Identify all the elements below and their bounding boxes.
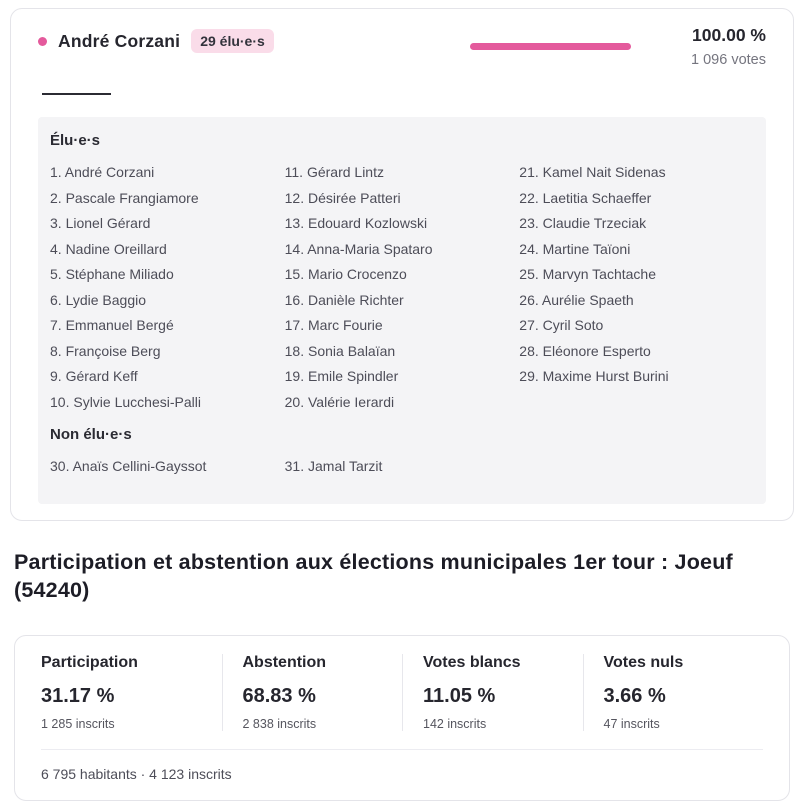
name-column: 30. Anaïs Cellini-Gayssot (50, 458, 285, 484)
stat-label: Abstention (242, 653, 327, 671)
elected-group-label: Élu·e·s (50, 132, 101, 149)
stat-label: Votes blancs (423, 653, 521, 671)
name-column: 1. André Corzani 2. Pascale Frangiamore 3.… (50, 164, 285, 419)
participation-stats-grid: Participation 31.17 % 1 285 inscrits Absten… (41, 653, 764, 731)
candidate-list-item: 22. Laetitia Schaeffer (519, 189, 652, 206)
stat-detail: 1 285 inscrits (41, 716, 115, 731)
name-column: 21. Kamel Nait Sidenas 22. Laetitia Schae… (519, 164, 754, 419)
candidate-list-item: 21. Kamel Nait Sidenas (519, 164, 666, 180)
candidate-list-item: 20. Valérie Ierardi (284, 393, 395, 410)
stat-detail: 47 inscrits (603, 716, 660, 731)
candidate-list-item: 9. Gérard Keff (50, 368, 138, 384)
candidate-list-item: 23. Claudie Trzeciak (519, 215, 647, 231)
vote-share-bar (470, 43, 631, 50)
candidate-list-item: 12. Désirée Patteri (284, 189, 401, 206)
vote-result-block: 100.00 % 1 096 votes (691, 25, 766, 68)
candidate-list-item: 3. Lionel Gérard (50, 215, 151, 231)
candidate-list-item: 26. Aurélie Spaeth (519, 291, 634, 308)
not-elected-group-label: Non élu·e·s (50, 426, 132, 443)
candidate-color-dot-icon (38, 36, 47, 46)
candidate-list-item: 17. Marc Fourie (284, 317, 383, 333)
candidate-list-item: 16. Danièle Richter (284, 291, 404, 308)
candidate-list-item: 25. Marvyn Tachtache (519, 266, 656, 282)
stat-detail: 142 inscrits (423, 716, 487, 731)
candidate-list-item: 18. Sonia Balaïan (284, 342, 396, 359)
stat-value: 31.17 % (41, 684, 115, 707)
participation-stats-card: Participation 31.17 % 1 285 inscrits Absten… (14, 634, 790, 801)
stat-cell-participation: Participation 31.17 % 1 285 inscrits (41, 654, 222, 731)
elected-count-badge: 29 élu·e·s (191, 29, 274, 53)
candidate-identity: André Corzani 29 élu·e·s (38, 25, 274, 53)
candidate-list-item: 10. Sylvie Lucchesi-Palli (50, 393, 201, 410)
candidate-card-header: André Corzani 29 élu·e·s 100.00 % 1 096 … (38, 25, 766, 81)
participation-heading: Participation et abstention aux élection… (14, 549, 733, 602)
stat-value: 68.83 % (242, 684, 316, 707)
stats-footer-divider (41, 748, 763, 750)
candidate-list-item: 30. Anaïs Cellini-Gayssot (50, 458, 207, 474)
name-column: 31. Jamal Tarzit (285, 458, 520, 484)
candidate-list-item: 14. Anna-Maria Spataro (284, 240, 433, 257)
candidate-list-item: 31. Jamal Tarzit (284, 458, 383, 474)
stat-cell-abstention: Abstention 68.83 % 2 838 inscrits (221, 653, 403, 731)
stat-value: 3.66 % (603, 684, 666, 707)
vote-percentage: 100.00 % (692, 25, 766, 45)
candidate-list-item: 27. Cyril Soto (519, 317, 604, 333)
vote-count: 1 096 votes (691, 52, 766, 68)
candidate-list-item: 2. Pascale Frangiamore (50, 189, 199, 206)
expand-link-underline[interactable] (42, 93, 111, 95)
stat-label: Participation (41, 653, 138, 671)
candidate-list-item: 28. Eléonore Esperto (519, 342, 651, 359)
candidate-list-item: 11. Gérard Lintz (284, 164, 384, 180)
elected-list: 1. André Corzani 2. Pascale Frangiamore 3.… (50, 164, 754, 419)
candidate-list-item: 19. Emile Spindler (284, 368, 399, 384)
candidate-list-item: 6. Lydie Baggio (50, 291, 146, 308)
candidate-result-card: André Corzani 29 élu·e·s 100.00 % 1 096 … (10, 8, 794, 521)
candidate-list-item: 15. Mario Crocenzo (284, 266, 407, 282)
population-summary: 6 795 habitants · 4 123 inscrits (41, 765, 232, 782)
name-column: 11. Gérard Lintz 12. Désirée Patteri 13. E… (285, 164, 520, 419)
candidate-list-item: 5. Stéphane Miliado (50, 266, 174, 282)
name-column (519, 458, 754, 484)
candidate-list-item: 24. Martine Taïoni (519, 240, 631, 257)
candidate-list-item: 8. Françoise Berg (50, 342, 161, 359)
candidate-list-item: 4. Nadine Oreillard (50, 240, 167, 257)
candidates-list-panel: Élu·e·s 1. André Corzani 2. Pascale Frang… (38, 117, 766, 504)
stat-cell-votes-nuls: Votes nuls 3.66 % 47 inscrits (582, 653, 764, 731)
stat-value: 11.05 % (423, 684, 496, 707)
stat-detail: 2 838 inscrits (242, 716, 317, 731)
candidate-list-item: 13. Edouard Kozlowski (284, 215, 428, 231)
candidate-list-item: 1. André Corzani (50, 164, 155, 180)
candidate-list-item: 7. Emmanuel Bergé (50, 317, 174, 333)
candidate-list-item: 29. Maxime Hurst Burini (519, 368, 669, 384)
stat-label: Votes nuls (603, 653, 684, 671)
candidate-name: André Corzani (58, 30, 181, 51)
not-elected-list: 30. Anaïs Cellini-Gayssot 31. Jamal Tarzi… (50, 458, 754, 484)
stat-cell-votes-blancs: Votes blancs 11.05 % 142 inscrits (402, 653, 583, 731)
